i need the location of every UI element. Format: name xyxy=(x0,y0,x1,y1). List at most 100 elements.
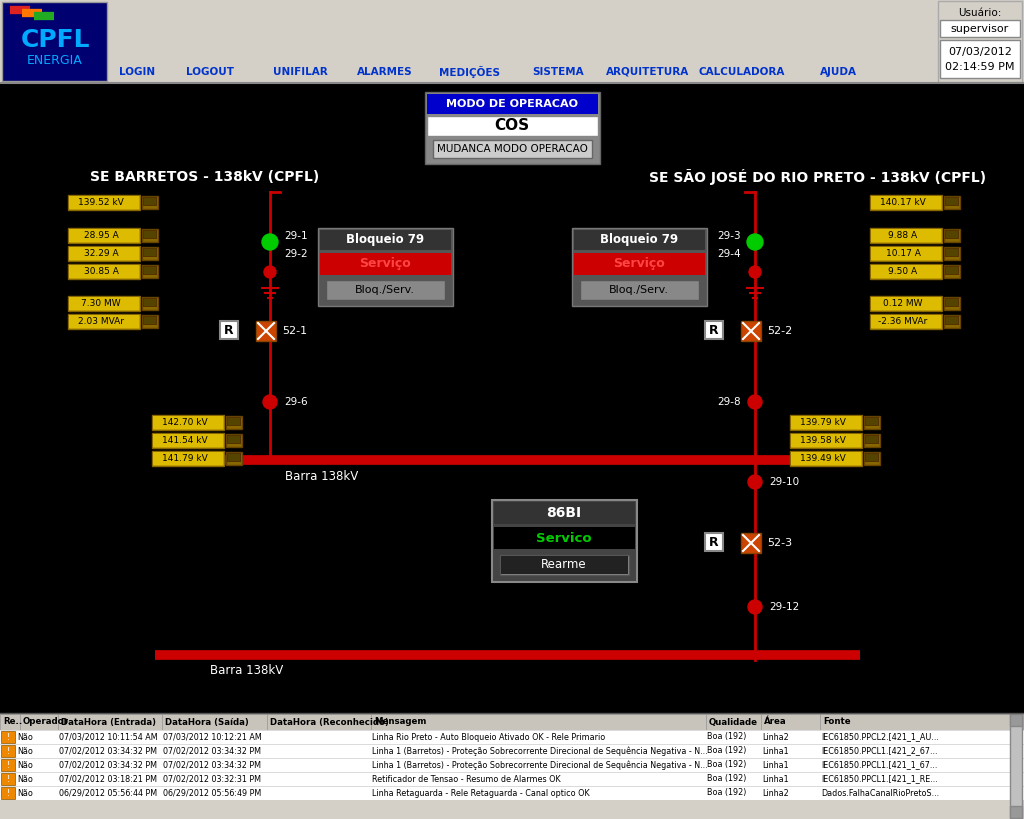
Bar xyxy=(68,314,140,329)
Text: Não: Não xyxy=(17,775,33,784)
Text: ALARMES: ALARMES xyxy=(357,67,413,77)
Text: 06/29/2012 05:56:44 PM: 06/29/2012 05:56:44 PM xyxy=(59,789,157,798)
Text: Linha1: Linha1 xyxy=(762,746,788,755)
Circle shape xyxy=(749,266,761,278)
Text: 52-1: 52-1 xyxy=(282,326,307,336)
Text: 07/03/2012 10:12:21 AM: 07/03/2012 10:12:21 AM xyxy=(163,732,262,741)
Text: 07/02/2012 03:34:32 PM: 07/02/2012 03:34:32 PM xyxy=(163,746,261,755)
Bar xyxy=(143,230,157,239)
Text: 07/02/2012 03:34:32 PM: 07/02/2012 03:34:32 PM xyxy=(163,761,261,770)
Bar xyxy=(706,714,761,730)
Text: !: ! xyxy=(6,746,9,755)
Bar xyxy=(791,416,861,429)
Text: !: ! xyxy=(6,732,9,741)
Bar xyxy=(871,229,941,242)
Bar xyxy=(865,435,879,444)
Bar xyxy=(1,787,15,799)
Text: 29-2: 29-2 xyxy=(284,249,307,259)
Bar xyxy=(866,454,878,461)
Text: 07/02/2012 03:32:31 PM: 07/02/2012 03:32:31 PM xyxy=(163,775,261,784)
Bar xyxy=(870,195,942,210)
Text: Boa (192): Boa (192) xyxy=(707,789,746,798)
Bar xyxy=(946,299,958,306)
Text: 139.49 kV: 139.49 kV xyxy=(800,454,846,463)
Text: Boa (192): Boa (192) xyxy=(707,746,746,755)
Text: Fonte: Fonte xyxy=(823,717,851,726)
Bar xyxy=(1,759,15,771)
Bar xyxy=(0,772,1024,786)
Text: DataHora (Reconhecido): DataHora (Reconhecido) xyxy=(270,717,389,726)
Bar xyxy=(938,1,1022,82)
Text: MODO DE OPERACAO: MODO DE OPERACAO xyxy=(446,99,578,109)
Bar xyxy=(142,265,158,278)
Bar xyxy=(940,40,1020,78)
Text: DataHora (Saída): DataHora (Saída) xyxy=(165,717,249,726)
Bar xyxy=(871,247,941,260)
Text: 7.30 MW: 7.30 MW xyxy=(81,299,121,308)
Text: 06/29/2012 05:56:49 PM: 06/29/2012 05:56:49 PM xyxy=(163,789,261,798)
Bar xyxy=(0,758,1024,772)
Bar xyxy=(226,434,242,447)
Bar xyxy=(580,280,699,300)
Bar xyxy=(153,434,223,447)
Bar xyxy=(69,265,139,278)
Bar xyxy=(494,502,635,524)
Text: Qualidade: Qualidade xyxy=(709,717,758,726)
Bar xyxy=(946,249,958,256)
Bar xyxy=(144,231,156,238)
Bar xyxy=(791,452,861,465)
Bar xyxy=(866,436,878,443)
Bar xyxy=(162,714,267,730)
Bar xyxy=(144,198,156,205)
Text: 0.12 MW: 0.12 MW xyxy=(884,299,923,308)
Text: Não: Não xyxy=(17,746,33,755)
Bar xyxy=(0,744,1024,758)
Text: Bloq./Serv.: Bloq./Serv. xyxy=(355,285,415,295)
Text: Usuário:: Usuário: xyxy=(958,8,1001,18)
Bar xyxy=(0,786,1024,800)
Bar xyxy=(1,745,15,757)
Bar xyxy=(945,316,959,325)
Text: supervisor: supervisor xyxy=(951,24,1009,34)
Bar xyxy=(143,316,157,325)
Text: !: ! xyxy=(6,761,9,770)
Bar xyxy=(0,714,1024,730)
Bar xyxy=(871,315,941,328)
Text: R: R xyxy=(710,536,719,549)
Bar xyxy=(705,533,723,551)
Bar xyxy=(433,140,592,158)
Text: 29-6: 29-6 xyxy=(284,397,307,407)
Text: Linha1: Linha1 xyxy=(762,775,788,784)
Text: 07/03/2012: 07/03/2012 xyxy=(948,47,1012,57)
Bar xyxy=(69,247,139,260)
Text: IEC61850.PPCL1.[421_1_RE...: IEC61850.PPCL1.[421_1_RE... xyxy=(821,775,938,784)
Bar xyxy=(226,452,242,465)
Bar xyxy=(944,196,961,209)
Bar xyxy=(227,435,241,444)
Bar xyxy=(494,527,635,549)
Bar xyxy=(945,266,959,275)
Bar xyxy=(866,418,878,425)
Bar xyxy=(790,451,862,466)
Bar xyxy=(227,453,241,462)
Bar xyxy=(144,249,156,256)
Text: IEC61850.PPCL1.[421_1_67...: IEC61850.PPCL1.[421_1_67... xyxy=(821,761,937,770)
Bar xyxy=(69,297,139,310)
Text: IEC61850.PPCL2.[421_1_AU...: IEC61850.PPCL2.[421_1_AU... xyxy=(821,732,939,741)
Bar xyxy=(0,714,20,730)
Bar xyxy=(864,416,880,429)
Bar xyxy=(1010,806,1022,818)
Bar xyxy=(945,248,959,257)
Bar xyxy=(820,714,1023,730)
Text: 29-1: 29-1 xyxy=(284,231,307,241)
Bar xyxy=(220,321,238,339)
Bar xyxy=(946,267,958,274)
Bar xyxy=(319,230,451,250)
Text: ENERGIA: ENERGIA xyxy=(27,53,83,66)
Bar xyxy=(940,20,1020,37)
Bar xyxy=(0,0,1024,83)
Text: Operador: Operador xyxy=(23,717,69,726)
Text: !: ! xyxy=(6,775,9,784)
Text: Linha1: Linha1 xyxy=(762,761,788,770)
Text: Boa (192): Boa (192) xyxy=(707,775,746,784)
